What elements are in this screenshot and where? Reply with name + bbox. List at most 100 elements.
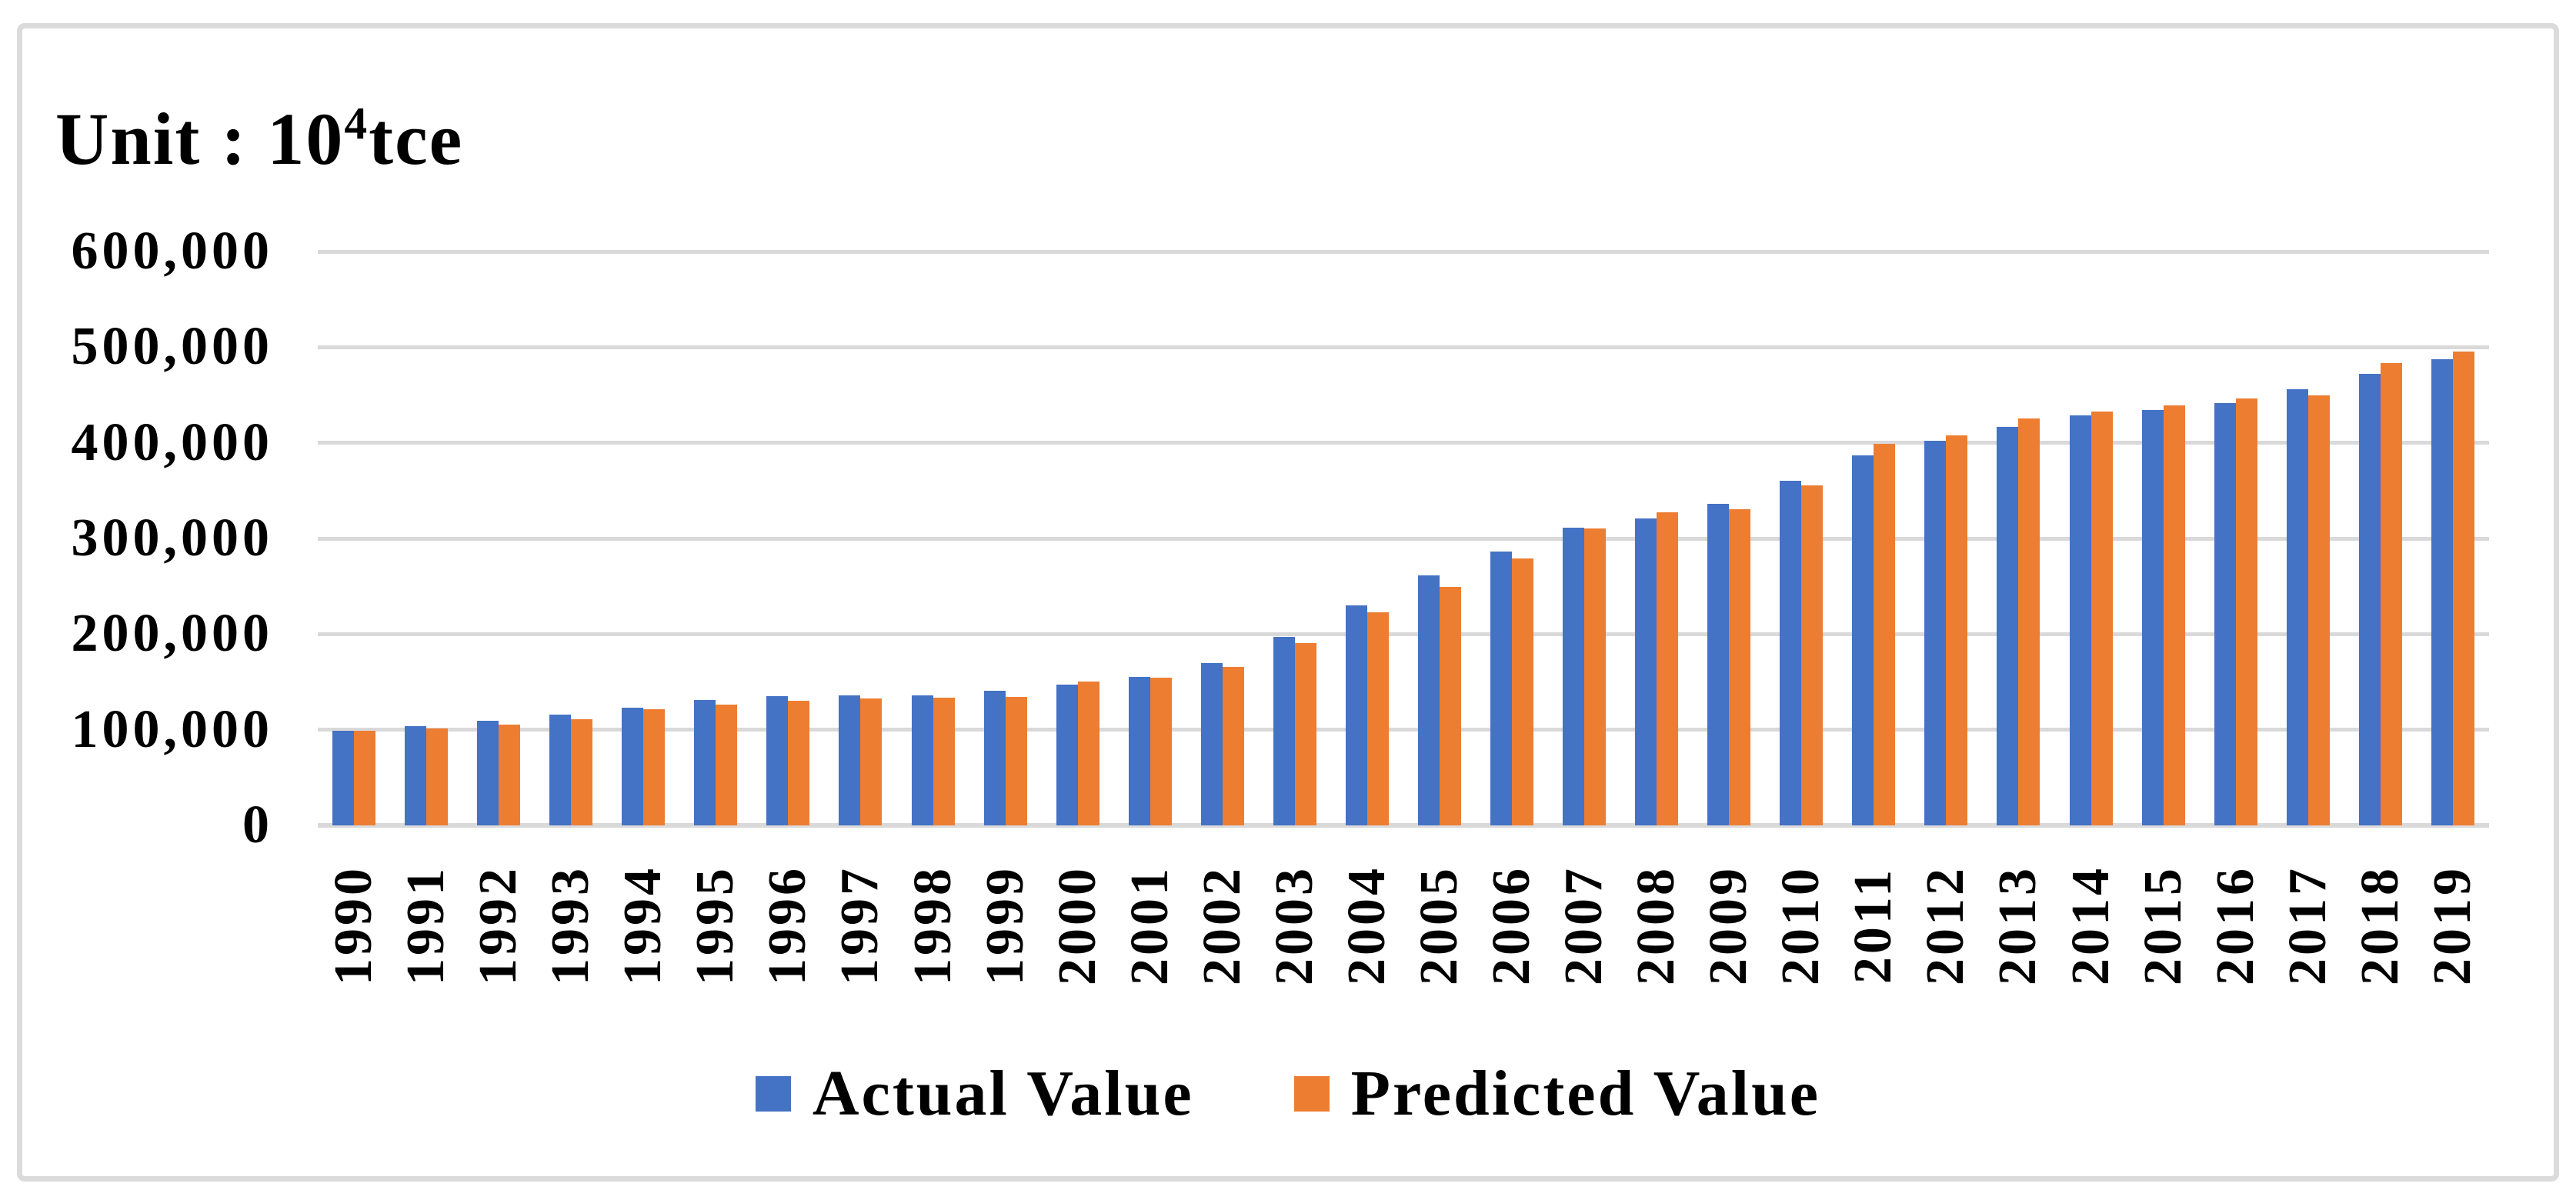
bar-group-2004 [1331,252,1403,825]
bar-predicted-1994 [643,708,666,825]
bar-group-2013 [1982,252,2054,825]
bar-group-2012 [1910,252,1982,825]
chart-frame-border [17,23,2559,1182]
x-tick-label-2011: 2011 [1844,866,1904,984]
x-tick-label-2010: 2010 [1771,865,1831,985]
bar-group-2019 [2417,252,2489,825]
x-tick-1995: 1995 [679,835,752,1015]
legend-swatch-predicted-icon [1293,1076,1330,1112]
chart-title: Unit : 104tce [55,98,463,180]
bar-actual-2010 [1780,480,1802,825]
x-tick-2018: 2018 [2344,835,2417,1015]
x-tick-2006: 2006 [1476,835,1548,1015]
bar-actual-2000 [1056,685,1078,825]
bar-predicted-1998 [933,698,955,825]
bar-group-2006 [1476,252,1548,825]
y-tick-label-0: 0 [242,795,273,855]
bar-predicted-1999 [1005,696,1027,825]
x-tick-2019: 2019 [2417,835,2489,1015]
bar-group-1993 [535,252,607,825]
x-tick-label-2005: 2005 [1409,865,1469,985]
x-tick-label-2009: 2009 [1699,865,1759,985]
bar-predicted-2009 [1729,509,1751,825]
bar-group-1998 [897,252,969,825]
x-tick-1998: 1998 [897,835,969,1015]
bar-predicted-2001 [1150,677,1172,825]
bar-actual-2017 [2286,389,2308,825]
bar-group-2010 [1765,252,1837,825]
bar-predicted-1993 [571,719,593,825]
x-tick-label-1992: 1992 [469,865,529,985]
bar-predicted-2018 [2380,362,2402,825]
bar-group-2018 [2344,252,2417,825]
bar-group-1995 [679,252,752,825]
bar-actual-1994 [622,708,644,825]
bar-group-2002 [1186,252,1259,825]
x-tick-label-2018: 2018 [2350,865,2410,985]
x-tick-1996: 1996 [752,835,824,1015]
bar-predicted-2019 [2452,351,2474,825]
x-tick-label-2015: 2015 [2133,865,2193,985]
bar-actual-1992 [477,721,499,825]
bar-actual-1995 [694,699,716,825]
bar-group-1992 [462,252,535,825]
x-tick-2017: 2017 [2272,835,2344,1015]
x-tick-label-2016: 2016 [2205,865,2265,985]
x-axis-baseline [318,823,2489,828]
bar-predicted-1997 [860,698,883,825]
x-tick-label-2003: 2003 [1264,865,1324,985]
x-tick-2009: 2009 [1693,835,1765,1015]
bar-group-2017 [2272,252,2344,825]
x-tick-label-2017: 2017 [2277,865,2337,985]
bar-series-container [318,252,2489,825]
x-tick-label-2012: 2012 [1916,865,1976,985]
x-tick-label-1990: 1990 [324,865,384,985]
y-axis: 0 100,000 200,000 300,000 400,000 500,000 600,… [0,0,273,923]
x-tick-label-2002: 2002 [1192,865,1252,985]
bar-group-2007 [1548,252,1620,825]
bar-predicted-2016 [2235,398,2257,825]
x-tick-2002: 2002 [1186,835,1259,1015]
bar-actual-1997 [839,695,861,825]
x-tick-label-2001: 2001 [1119,865,1180,985]
bar-predicted-2002 [1222,666,1244,825]
x-tick-2016: 2016 [2200,835,2272,1015]
bar-actual-2009 [1707,504,1730,825]
x-tick-1991: 1991 [390,835,462,1015]
bar-actual-2001 [1128,676,1150,825]
x-tick-2004: 2004 [1331,835,1403,1015]
bar-predicted-2012 [1946,435,1968,825]
x-tick-label-2019: 2019 [2422,865,2482,985]
bar-group-1994 [607,252,679,825]
y-tick-label-400000: 400,000 [71,412,273,472]
bar-predicted-2014 [2090,411,2113,825]
bar-group-1996 [752,252,824,825]
bar-predicted-2010 [1801,485,1824,825]
bar-actual-2006 [1490,551,1513,825]
bar-predicted-2005 [1439,587,1461,825]
bar-actual-2015 [2141,410,2164,825]
bar-predicted-2003 [1294,643,1316,825]
bar-predicted-1992 [499,724,521,825]
bar-actual-2005 [1417,575,1440,825]
bar-predicted-1990 [354,731,376,825]
x-tick-2001: 2001 [1114,835,1186,1015]
x-tick-1997: 1997 [824,835,896,1015]
y-tick-label-100000: 100,000 [71,699,273,759]
bar-predicted-1991 [426,728,449,825]
chart-title-suffix: tce [369,98,464,180]
bar-group-2000 [1042,252,1114,825]
x-tick-label-1998: 1998 [903,865,963,985]
bar-actual-1998 [911,695,933,825]
x-tick-label-2006: 2006 [1482,865,1542,985]
x-tick-2013: 2013 [1982,835,2054,1015]
gridline-500000 [318,345,2489,349]
x-tick-1993: 1993 [535,835,607,1015]
x-tick-2011: 2011 [1837,835,1910,1015]
legend-item-predicted: Predicted Value [1293,1062,1820,1126]
legend: Actual Value Predicted Value [0,1062,2576,1126]
bar-actual-2014 [2069,415,2091,825]
bar-actual-2019 [2431,358,2453,825]
x-tick-1994: 1994 [607,835,679,1015]
